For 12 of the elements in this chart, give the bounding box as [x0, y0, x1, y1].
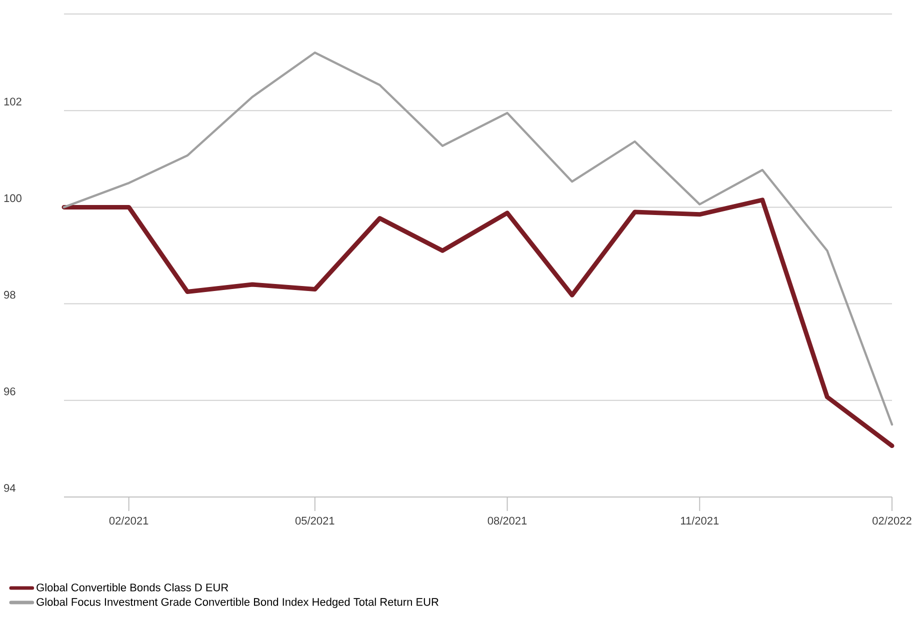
y-tick-label: 94 [4, 484, 16, 492]
x-tick-label: 08/2021 [488, 516, 527, 525]
x-tick-label: 05/2021 [295, 516, 334, 525]
legend-label: Global Convertible Bonds Class D EUR [36, 583, 228, 592]
legend-label: Global Focus Investment Grade Convertible Bond Index Hedged Total Return EUR [36, 598, 438, 608]
y-tick-label: 98 [4, 290, 16, 299]
x-tick-label: 11/2021 [680, 516, 719, 525]
y-tick-label: 102 [4, 98, 22, 106]
y-tick-label: 100 [4, 194, 22, 202]
y-tick-label: 96 [4, 388, 16, 396]
x-tick-label: 02/2022 [872, 516, 912, 525]
x-tick-label: 02/2021 [109, 516, 148, 525]
